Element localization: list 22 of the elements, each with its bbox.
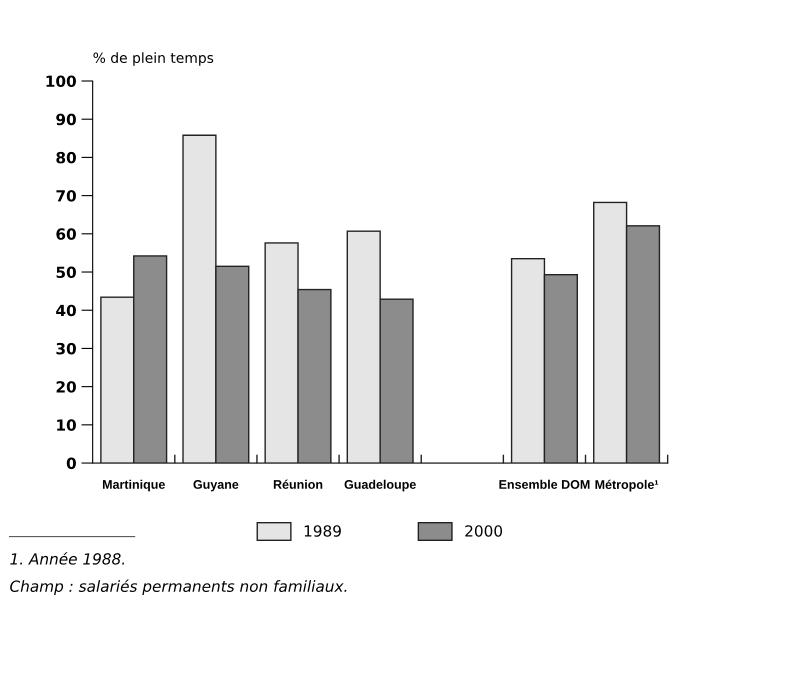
x-tick-label: Ensemble DOM: [499, 480, 590, 489]
text: 1. Année 1988.: [10, 552, 124, 565]
text: Champ : salariés permanents non familiaux.: [10, 580, 346, 595]
y-tick-label: 70: [56, 190, 76, 202]
legend-label: 1989: [304, 525, 341, 537]
y-tick-label: 30: [56, 342, 76, 354]
y-tick-label: 0: [66, 458, 76, 470]
y-tick-label: 60: [56, 228, 76, 240]
y-axis-title: % de plein temps: [93, 52, 214, 66]
x-tick-label: Guyane: [193, 480, 238, 492]
x-tick-label: Métropole¹: [595, 480, 658, 492]
x-tick-label: Guadeloupe: [344, 480, 416, 492]
y-tick-label: 80: [56, 152, 76, 164]
y-tick-label: 90: [56, 114, 76, 126]
y-tick-label: 20: [56, 381, 76, 393]
x-tick-label: Martinique: [102, 480, 165, 492]
x-tick-label: Réunion: [274, 480, 322, 489]
y-tick-label: 50: [56, 266, 76, 278]
y-tick-label: 100: [46, 75, 76, 88]
y-tick-label: 40: [56, 304, 76, 316]
y-tick-label: 10: [57, 419, 76, 431]
legend-label: 2000: [465, 525, 502, 537]
